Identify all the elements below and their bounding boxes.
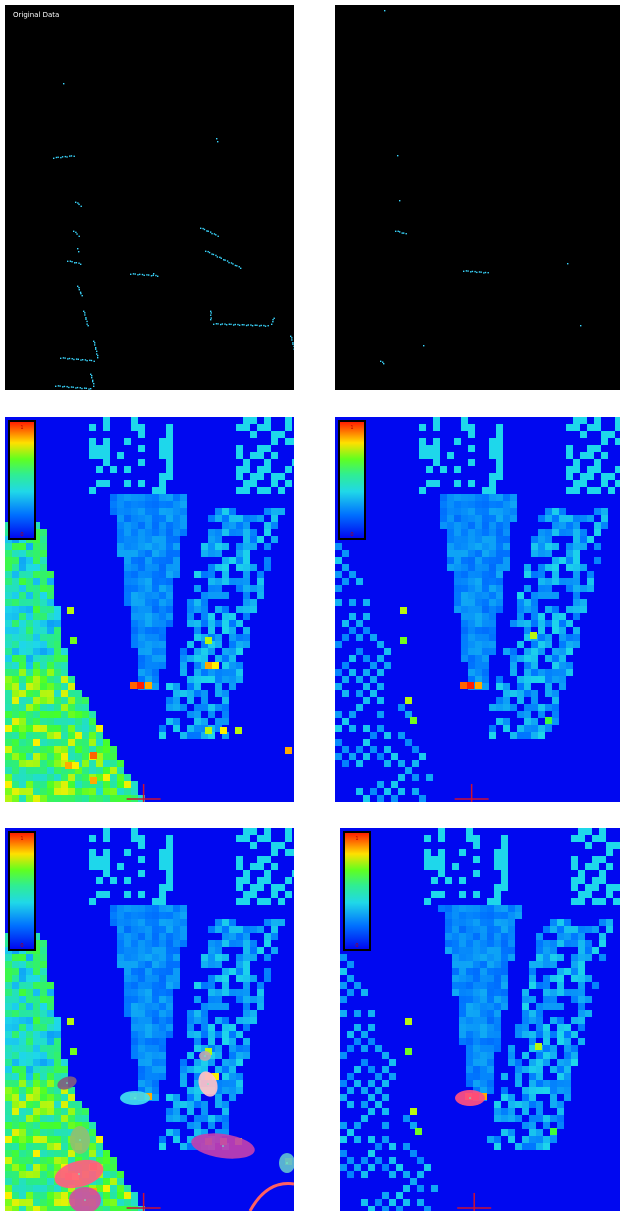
grid-cells [335, 417, 620, 802]
original-scan-plot [53, 83, 294, 390]
colorbar-max-label: 1 [350, 425, 353, 431]
grid-cells [5, 828, 294, 1211]
colorbar-max-label: 1 [355, 836, 358, 842]
colorbar-max-label: 1 [20, 425, 23, 431]
filtered-data-panel [335, 5, 620, 390]
colorbar: 10 [8, 420, 36, 540]
panel-title: Original Data [13, 11, 60, 19]
occupancy-grid-left: 10 [5, 417, 294, 802]
filtered-scan-plot [380, 10, 582, 365]
vehicle-marker-icon [126, 784, 161, 802]
clustered-grid-right: 10 [340, 828, 620, 1211]
cluster-ellipses [54, 1051, 294, 1211]
colorbar-min-label: 0 [20, 943, 23, 949]
vehicle-marker-icon [454, 784, 489, 802]
clustered-grid-left: 10 [5, 828, 294, 1211]
colorbar-min-label: 0 [355, 943, 358, 949]
cluster-arc [248, 1182, 294, 1211]
colorbar-min-label: 0 [20, 532, 23, 538]
cluster-ellipse [69, 1187, 101, 1211]
colorbar: 10 [343, 831, 371, 951]
cluster-ellipses [455, 1090, 485, 1106]
grid-cells [5, 417, 294, 802]
scan-points [380, 10, 582, 365]
colorbar: 10 [338, 420, 366, 540]
colorbar-max-label: 1 [20, 836, 23, 842]
original-data-panel: Original Data [5, 5, 294, 390]
colorbar-min-label: 0 [350, 532, 353, 538]
vehicle-marker-icon [457, 1193, 492, 1211]
occupancy-grid-right: 10 [335, 417, 620, 802]
vehicle-marker-icon [126, 1193, 161, 1211]
colorbar: 10 [8, 831, 36, 951]
scan-points [53, 83, 294, 390]
grid-cells [340, 828, 620, 1211]
